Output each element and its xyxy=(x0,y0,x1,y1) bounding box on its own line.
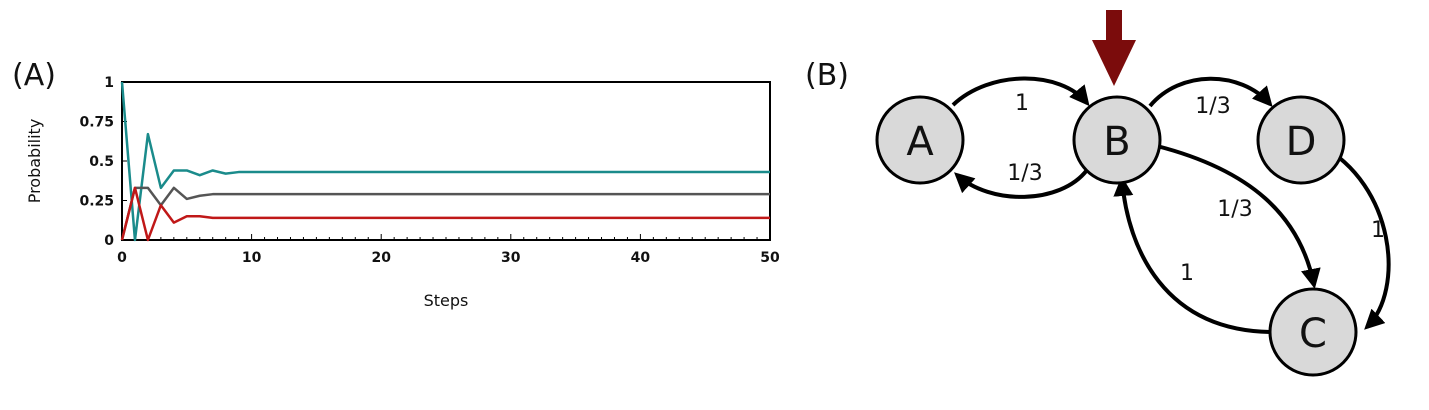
y-tick-label: 0.25 xyxy=(79,194,114,210)
x-tick-label: 50 xyxy=(760,250,780,266)
probability-chart: 0 10 20 30 40 50 0 0.25 0.5 0.75 1 Steps Probabil… xyxy=(25,75,780,310)
x-tick-label: 0 xyxy=(117,250,127,266)
start-marker-arrow xyxy=(1092,10,1136,86)
node-a: A xyxy=(875,95,965,185)
node-c-label: C xyxy=(1299,311,1327,357)
edges-layer xyxy=(951,76,1391,334)
x-tick-label: 40 xyxy=(631,250,651,266)
x-axis-title: Steps xyxy=(424,291,469,310)
panel-b-label: (B) xyxy=(805,58,849,93)
edge-b-to-d xyxy=(1148,76,1273,108)
node-b-label: B xyxy=(1103,119,1130,165)
series-line-3 xyxy=(120,186,770,242)
y-tick-label: 1 xyxy=(104,75,114,91)
edge-label-d-to-c: 1 xyxy=(1371,218,1385,243)
edge-label-b-to-a: 1/3 xyxy=(1007,161,1042,186)
markov-graph: 1 1/3 1/3 1/3 1 1 A B D C xyxy=(875,10,1391,377)
series-line-2 xyxy=(120,186,770,241)
plot-frame xyxy=(121,81,771,241)
edge-b-to-c xyxy=(1156,144,1321,289)
edge-b-to-a xyxy=(954,168,1089,199)
edge-label-b-to-d: 1/3 xyxy=(1195,94,1230,119)
y-tick-label: 0.75 xyxy=(79,115,114,131)
y-axis-title: Probability xyxy=(25,119,44,204)
edge-a-to-b xyxy=(951,76,1090,107)
node-d-label: D xyxy=(1286,119,1317,165)
node-b: B xyxy=(1072,95,1162,185)
x-tick-label: 30 xyxy=(501,250,521,266)
edge-label-c-to-b: 1 xyxy=(1180,261,1194,286)
series-line-1 xyxy=(120,81,770,242)
x-minor-ticks xyxy=(121,234,771,240)
node-c: C xyxy=(1268,287,1358,377)
panel-a-label: (A) xyxy=(12,58,56,93)
edge-c-to-b xyxy=(1113,176,1271,334)
y-axis-ticks: 0 0.25 0.5 0.75 1 xyxy=(79,75,127,249)
edge-label-b-to-c: 1/3 xyxy=(1217,197,1252,222)
node-a-label: A xyxy=(906,119,934,165)
edge-label-a-to-b: 1 xyxy=(1015,91,1029,116)
x-tick-label: 10 xyxy=(242,250,262,266)
y-tick-label: 0 xyxy=(104,233,114,249)
y-tick-label: 0.5 xyxy=(89,154,114,170)
node-d: D xyxy=(1256,95,1346,185)
edge-d-to-c xyxy=(1319,143,1391,330)
x-axis-ticks: 0 10 20 30 40 50 xyxy=(117,250,780,266)
x-tick-label: 20 xyxy=(371,250,391,266)
series-layer xyxy=(120,81,770,242)
